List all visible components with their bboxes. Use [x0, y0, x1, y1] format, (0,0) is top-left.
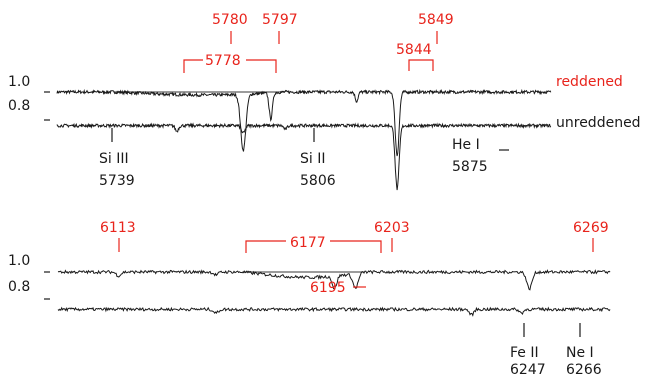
- dib-label-6177: 6177: [290, 235, 326, 251]
- dib-label-6113: 6113: [100, 220, 136, 236]
- line-wavelength-6266: 6266: [566, 362, 602, 377]
- spectrum-unreddened: [57, 306, 611, 317]
- line-element-feii: Fe II: [510, 345, 539, 361]
- panel-bottom: 1.0 0.8 6113 6203 6269 6177 6195 Fe II 6…: [8, 220, 611, 377]
- line-wavelength-5739: 5739: [99, 173, 135, 189]
- ytick-label-1.0: 1.0: [8, 74, 30, 90]
- line-wavelength-5806: 5806: [300, 173, 336, 189]
- dib-label-5780: 5780: [212, 12, 248, 28]
- line-element-nei: Ne I: [566, 345, 594, 361]
- dib-label-6269: 6269: [573, 220, 609, 236]
- panel-top: 1.0 0.8 reddened unreddened 5780 5797 58…: [8, 12, 641, 191]
- dib-label-5778: 5778: [205, 53, 241, 69]
- dib-label-6203: 6203: [374, 220, 410, 236]
- line-element-siiii: Si III: [99, 151, 129, 167]
- dib-label-5849: 5849: [418, 12, 454, 28]
- dib-label-5844: 5844: [396, 42, 432, 58]
- line-element-hei: He I: [452, 137, 480, 153]
- spectrum-unreddened: [56, 122, 552, 191]
- ytick-label-0.8: 0.8: [8, 98, 30, 114]
- ytick-label-1.0: 1.0: [8, 253, 30, 269]
- ytick-label-0.8: 0.8: [8, 279, 30, 295]
- series-label-reddened: reddened: [556, 74, 623, 90]
- dib-label-5797: 5797: [262, 12, 298, 28]
- line-wavelength-6247: 6247: [510, 362, 546, 377]
- line-wavelength-5875: 5875: [452, 159, 488, 175]
- dib-label-6195: 6195: [310, 280, 346, 296]
- dib-bracket-5844: [408, 59, 434, 71]
- line-element-siii: Si II: [300, 151, 325, 167]
- dib-bracket-5778: [183, 59, 277, 73]
- spectrum-reddened: [57, 269, 611, 291]
- dib-bracket-6177: [245, 240, 382, 253]
- series-label-unreddened: unreddened: [556, 115, 641, 131]
- spectrum-reddened: [56, 88, 552, 157]
